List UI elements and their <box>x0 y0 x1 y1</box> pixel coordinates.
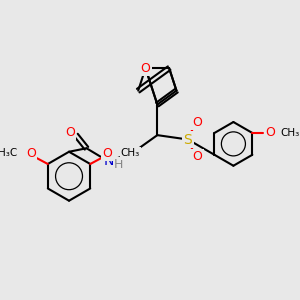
Text: O: O <box>26 147 36 160</box>
Text: O: O <box>193 116 202 128</box>
Text: H₃C: H₃C <box>0 148 17 158</box>
Text: CH₃: CH₃ <box>280 128 300 138</box>
Text: S: S <box>184 133 192 146</box>
Text: O: O <box>193 151 202 164</box>
Text: N: N <box>103 154 114 168</box>
Text: CH₃: CH₃ <box>121 148 140 158</box>
Text: H: H <box>114 158 124 171</box>
Text: O: O <box>141 62 151 75</box>
Text: O: O <box>265 127 275 140</box>
Text: O: O <box>65 126 75 139</box>
Text: O: O <box>102 147 112 160</box>
